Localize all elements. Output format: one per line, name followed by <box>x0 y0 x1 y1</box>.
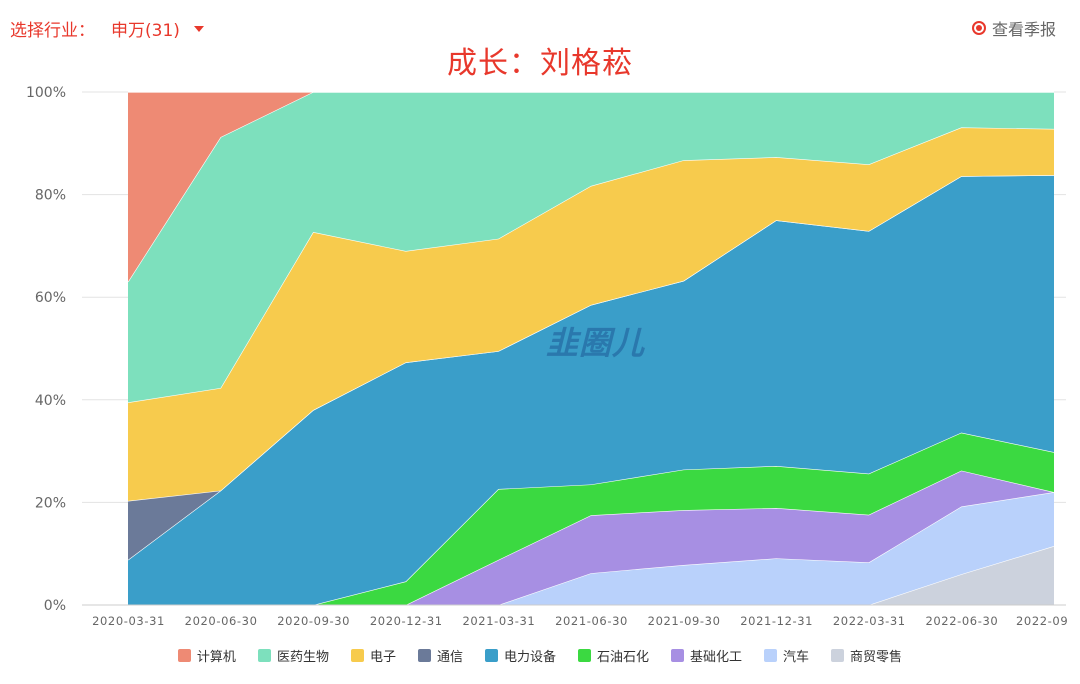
view-quarterly-label: 查看季报 <box>991 20 1056 39</box>
chart-title: 成长：刘格菘 <box>447 46 633 81</box>
y-tick-label: 80% <box>35 188 66 204</box>
legend-label: 商贸零售 <box>850 650 903 665</box>
x-tick-label: 2022-06-30 <box>925 614 998 628</box>
chart-legend: 计算机 医药生物 电子 通信 电力设备 石油石化 基础化工 汽车 商贸零售 <box>0 646 1080 665</box>
area-商贸零售 <box>128 546 1054 605</box>
dropdown-caret-icon[interactable] <box>193 26 204 32</box>
legend-swatch <box>764 649 778 662</box>
x-tick-label: 2020-12-31 <box>370 614 443 628</box>
x-tick-label: 2021-12-31 <box>740 614 813 628</box>
legend-swatch <box>350 649 364 662</box>
legend-swatch <box>257 649 271 662</box>
legend-item[interactable]: 医药生物 <box>257 646 329 665</box>
legend-label: 电力设备 <box>503 650 556 665</box>
y-tick-label: 40% <box>35 393 66 409</box>
x-tick-label: 2020-03-31 <box>92 614 165 628</box>
legend-item[interactable]: 计算机 <box>177 646 236 665</box>
y-tick-label: 60% <box>35 290 66 306</box>
radio-selected-icon[interactable] <box>971 21 986 35</box>
area-计算机 <box>128 92 1054 282</box>
x-tick-label: 2021-06-30 <box>555 614 628 628</box>
legend-label: 电子 <box>369 650 396 665</box>
industry-label: 选择行业： <box>10 20 95 41</box>
x-tick-label: 2021-03-31 <box>462 614 535 628</box>
y-tick-label: 0% <box>44 598 66 614</box>
y-tick-label: 100% <box>26 85 66 101</box>
area-汽车 <box>128 492 1054 605</box>
legend-item[interactable]: 电子 <box>350 646 396 665</box>
legend-swatch <box>671 649 685 662</box>
legend-swatch <box>177 649 191 662</box>
x-tick-label: 2022-03-31 <box>833 614 906 628</box>
area-基础化工 <box>128 470 1054 605</box>
legend-label: 石油石化 <box>597 650 650 665</box>
legend-label: 基础化工 <box>690 650 743 665</box>
legend-label: 计算机 <box>196 650 236 665</box>
legend-swatch <box>831 649 845 662</box>
area-电力设备 <box>128 175 1054 605</box>
industry-selector[interactable]: 选择行业： 申万(31) <box>10 14 204 42</box>
legend-item[interactable]: 电力设备 <box>484 646 556 665</box>
legend-label: 通信 <box>436 650 463 665</box>
legend-label: 医药生物 <box>276 650 329 665</box>
area-电子 <box>128 127 1054 501</box>
legend-item[interactable]: 石油石化 <box>578 646 649 665</box>
x-tick-label: 2020-06-30 <box>185 614 258 628</box>
legend-item[interactable]: 基础化工 <box>671 646 742 665</box>
area-医药生物 <box>128 92 1054 403</box>
y-tick-label: 20% <box>35 495 66 511</box>
legend-label: 汽车 <box>783 650 810 665</box>
industry-value[interactable]: 申万(31) <box>111 20 180 41</box>
legend-item[interactable]: 通信 <box>417 646 463 665</box>
view-quarterly-toggle[interactable]: 查看季报 <box>971 14 1056 42</box>
legend-item[interactable]: 商贸零售 <box>831 646 902 665</box>
x-tick-label: 2021-09-30 <box>648 614 721 628</box>
area-series-group <box>127 91 1055 606</box>
x-tick-label: 2020-09-30 <box>277 614 350 628</box>
legend-item[interactable]: 汽车 <box>764 646 809 665</box>
legend-swatch <box>417 649 431 662</box>
watermark-logo: 韭圈儿 <box>546 324 646 362</box>
legend-swatch <box>484 649 498 662</box>
x-tick-label: 2022-09 <box>1016 614 1068 628</box>
area-石油石化 <box>128 432 1054 605</box>
legend-swatch <box>578 649 591 662</box>
